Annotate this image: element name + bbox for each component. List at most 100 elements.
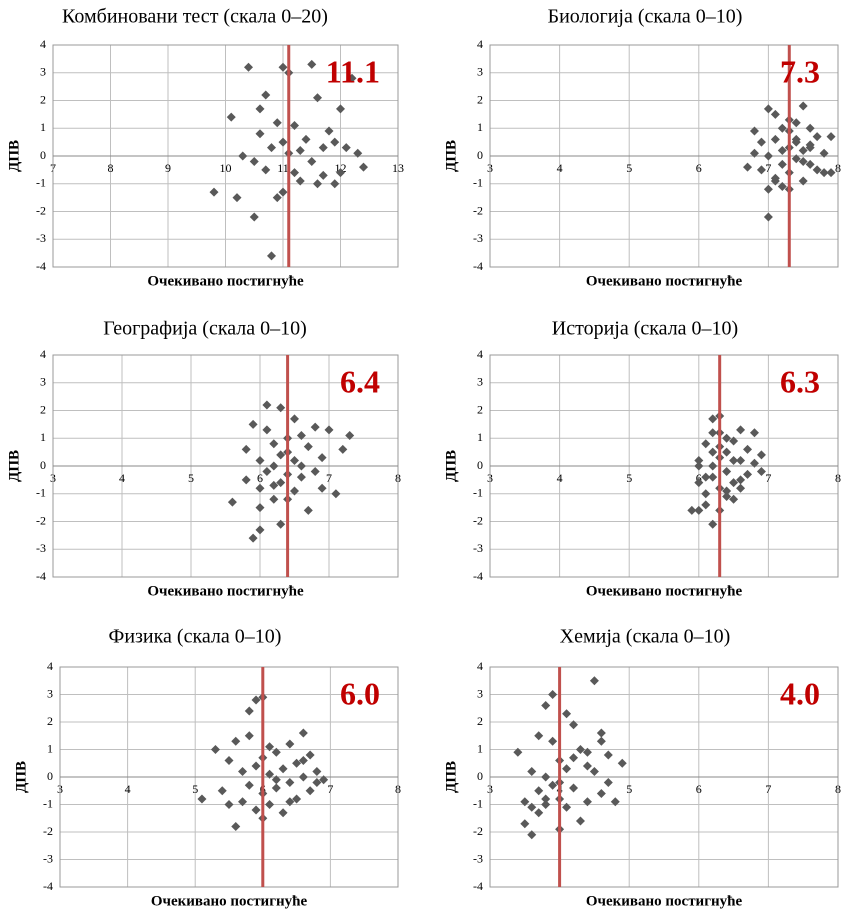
data-point (722, 447, 732, 457)
y-axis-label: ДПВ (6, 450, 22, 482)
data-point (805, 143, 815, 153)
data-point (791, 154, 801, 164)
data-point (285, 797, 295, 807)
data-point (589, 767, 599, 776)
x-tick-label: 4 (119, 471, 125, 485)
x-axis-label: Очекивано постигнуће (586, 583, 743, 599)
y-tick-label: 4 (47, 659, 53, 673)
data-point (319, 775, 329, 785)
data-point (694, 461, 704, 471)
y-tick-label: 0 (40, 148, 46, 162)
x-tick-label: 6 (696, 161, 702, 175)
data-point (269, 480, 279, 490)
data-point (226, 112, 236, 122)
data-point (267, 251, 276, 261)
data-point (272, 193, 282, 203)
data-point (548, 780, 558, 790)
y-tick-label: 2 (477, 402, 483, 416)
data-point (244, 731, 254, 741)
data-point (262, 400, 272, 410)
data-point (238, 797, 248, 807)
data-point (603, 750, 613, 760)
y-tick-label: 3 (477, 375, 483, 389)
data-point (305, 750, 315, 760)
data-point (548, 736, 558, 746)
data-point (295, 145, 305, 155)
data-point (276, 478, 286, 488)
data-point (729, 478, 739, 488)
data-point (262, 467, 272, 477)
data-point (265, 800, 275, 809)
data-point (736, 483, 746, 493)
reference-label: 6.3 (780, 363, 820, 399)
data-point (238, 151, 248, 161)
data-point (687, 505, 697, 515)
data-point (722, 433, 732, 443)
data-point (582, 761, 592, 771)
data-point (791, 134, 801, 144)
data-point (303, 442, 313, 452)
data-point (708, 447, 718, 457)
y-tick-label: -4 (473, 259, 483, 273)
y-tick-label: -3 (43, 851, 53, 865)
data-point (255, 455, 265, 465)
data-point (336, 104, 345, 114)
data-point (269, 461, 279, 471)
data-point (777, 182, 787, 192)
data-point (248, 533, 258, 543)
data-point (269, 494, 279, 504)
x-tick-label: 5 (192, 782, 198, 796)
data-point (736, 475, 746, 485)
data-point (541, 800, 551, 809)
data-point (582, 797, 592, 807)
data-point (617, 758, 627, 768)
data-point (271, 783, 281, 793)
data-point (265, 769, 275, 779)
data-point (736, 455, 746, 465)
y-tick-label: -4 (36, 259, 46, 273)
data-point (210, 745, 220, 754)
data-point (569, 783, 579, 793)
data-point (241, 444, 251, 454)
data-point (290, 414, 299, 424)
data-point (770, 176, 780, 186)
data-point (249, 212, 259, 222)
data-point (241, 475, 251, 485)
data-point (278, 764, 288, 774)
y-tick-label: 3 (47, 686, 53, 700)
y-tick-label: -2 (36, 203, 46, 217)
y-tick-label: -4 (473, 879, 483, 893)
y-tick-label: -2 (473, 513, 483, 527)
x-axis-label: Очекивано постигнуће (147, 583, 304, 599)
data-point (296, 461, 306, 471)
y-tick-label: -3 (473, 851, 483, 865)
data-point (569, 753, 579, 763)
data-point (278, 137, 288, 147)
x-axis-label: Очекивано постигнуће (586, 273, 743, 289)
x-tick-label: 4 (557, 471, 563, 485)
y-tick-label: 2 (40, 402, 46, 416)
data-point (562, 764, 572, 774)
x-tick-label: 7 (765, 471, 771, 485)
y-tick-label: -4 (36, 569, 46, 583)
y-axis-label: ДПВ (443, 140, 459, 172)
data-point (749, 428, 759, 438)
y-tick-label: 2 (47, 714, 53, 728)
data-point (756, 467, 766, 477)
data-point (812, 132, 822, 142)
y-tick-label: 1 (477, 120, 483, 134)
x-axis-label: Очекивано постигнуће (151, 893, 308, 909)
data-point (251, 695, 261, 705)
y-tick-label: 4 (477, 37, 483, 51)
data-point (224, 756, 234, 765)
data-point (255, 104, 265, 114)
data-point (307, 157, 317, 167)
data-point (249, 157, 259, 167)
y-tick-label: -1 (36, 486, 46, 500)
data-point (359, 162, 368, 172)
data-point (231, 736, 241, 746)
chart-title: Биологија (скала 0–10) (548, 6, 743, 28)
data-point (298, 772, 308, 782)
y-tick-label: 2 (40, 92, 46, 106)
y-tick-label: -3 (36, 231, 46, 245)
